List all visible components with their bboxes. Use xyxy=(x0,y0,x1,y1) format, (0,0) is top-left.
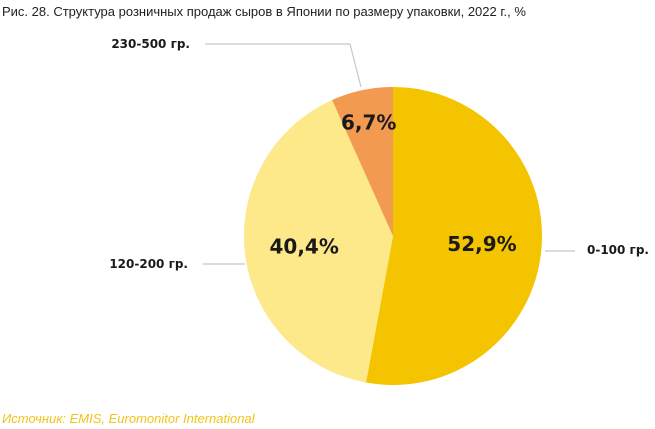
value-label-2: 40,4% xyxy=(270,235,339,259)
chart-title: Рис. 28. Структура розничных продаж сыро… xyxy=(2,4,526,19)
value-label-3: 6,7% xyxy=(341,110,396,134)
category-label-2: 120-200 гр. xyxy=(109,257,188,271)
pie-slice-2 xyxy=(244,100,393,383)
pie-chart: 52,9% 40,4% 6,7% 0-100 гр. 120-200 гр. 230-50… xyxy=(109,37,649,385)
category-label-1: 0-100 гр. xyxy=(587,243,649,257)
source-note: Источник: EMIS, Euromonitor Internationa… xyxy=(2,411,255,426)
value-label-1: 52,9% xyxy=(447,232,516,256)
category-label-3: 230-500 гр. xyxy=(111,37,190,51)
leader-line-3 xyxy=(205,43,362,88)
pie-slice-3 xyxy=(332,87,393,236)
pie-slice-1 xyxy=(366,86,543,385)
